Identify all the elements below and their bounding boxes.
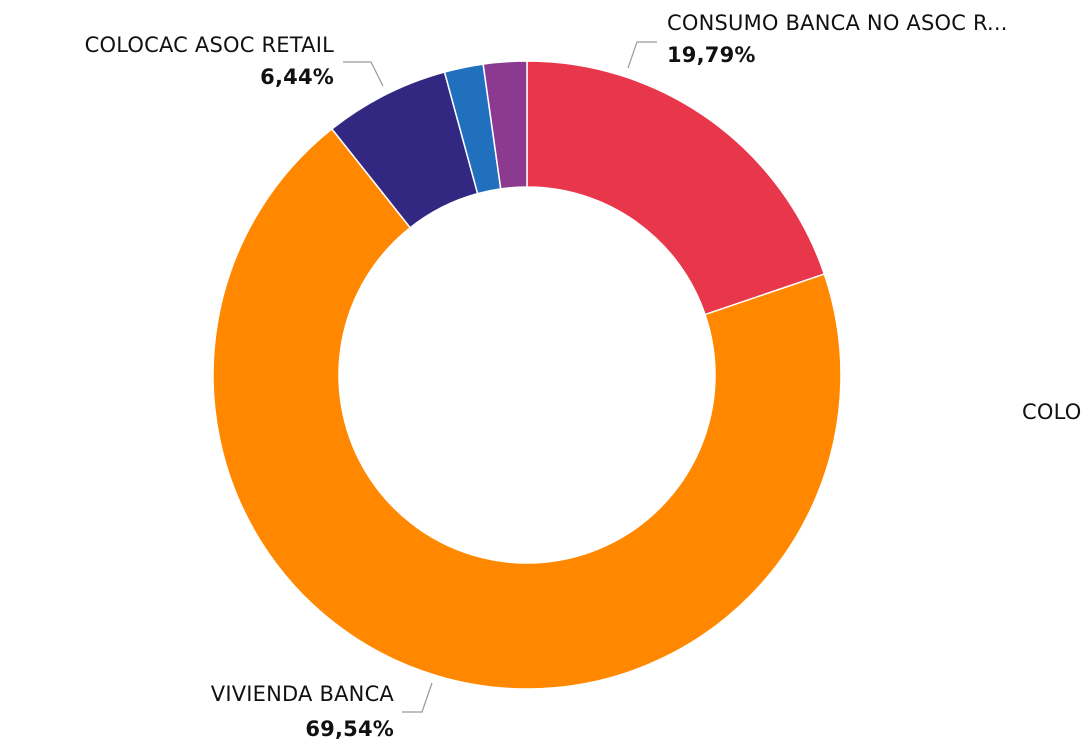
- donut-slices: [212, 60, 842, 690]
- label-cut-off: COLO: [1022, 400, 1081, 424]
- label-colocac-value: 6,44%: [260, 65, 334, 89]
- label-consumo-value: 19,79%: [667, 43, 756, 67]
- donut-slice-1: [212, 127, 842, 690]
- donut-slice-0: [526, 60, 826, 316]
- label-vivienda-name: VIVIENDA BANCA: [211, 682, 395, 706]
- label-consumo-name: CONSUMO BANCA NO ASOC R...: [667, 11, 1008, 35]
- leader-line-colocac: [343, 61, 384, 87]
- label-vivienda-value: 69,54%: [305, 717, 394, 741]
- label-colocac-name: COLOCAC ASOC RETAIL: [85, 33, 334, 57]
- leader-line-vivienda: [402, 682, 433, 713]
- leader-line-consumo: [627, 41, 657, 69]
- donut-slice-4: [482, 60, 528, 190]
